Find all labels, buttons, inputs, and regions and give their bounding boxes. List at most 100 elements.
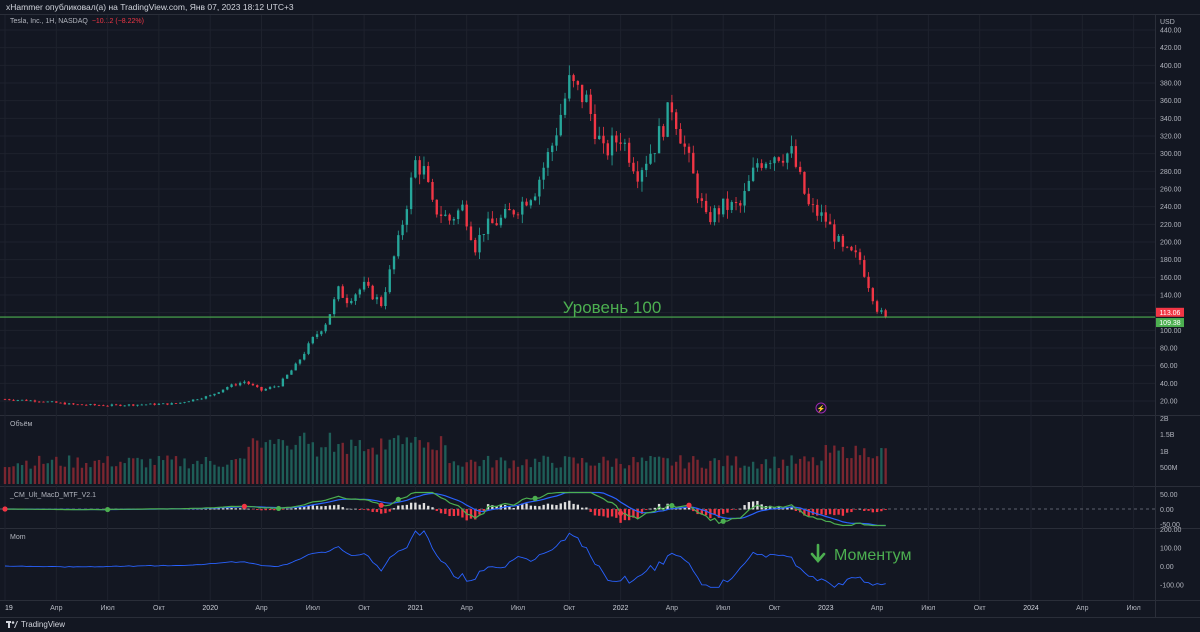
volume-bar [16, 463, 20, 484]
candle-body [392, 256, 396, 270]
volume-tick-label: 1B [1160, 449, 1169, 456]
time-tick-label: Июл [921, 605, 935, 612]
macd-histogram-bar [572, 503, 575, 510]
candle-body [696, 173, 699, 199]
mom-title: Mom [10, 534, 26, 541]
macd-histogram-bar [273, 509, 276, 511]
volume-bar [268, 439, 272, 484]
candle-body [345, 297, 349, 304]
macd-histogram-bar [226, 508, 229, 510]
macd-histogram-bar [328, 505, 332, 510]
candle-body [717, 208, 721, 215]
brand-label: TradingView [21, 620, 66, 629]
macd-histogram-bar [858, 508, 862, 510]
macd-cross-marker [618, 510, 624, 516]
candle-body [546, 152, 550, 168]
candle-body [674, 112, 678, 130]
volume-bar [495, 460, 498, 484]
candle-body [243, 381, 246, 383]
candle-body [422, 166, 426, 175]
volume-bar [884, 448, 887, 484]
macd-histogram-bar [397, 505, 400, 510]
lightning-icon[interactable] [815, 402, 827, 414]
volume-bar [602, 456, 605, 484]
candle-body [238, 382, 242, 386]
macd-histogram-bar [508, 506, 511, 510]
volume-bar [452, 461, 456, 484]
volume-bar [739, 467, 742, 484]
macd-cross-marker [105, 506, 111, 513]
volume-bar [559, 467, 562, 484]
candle-body [260, 386, 263, 391]
volume-bar [132, 458, 135, 484]
volume-bar [469, 459, 473, 484]
candle-body [371, 285, 374, 300]
volume-bar [491, 467, 494, 484]
candle-body [114, 404, 118, 406]
volume-bar [551, 462, 554, 484]
volume-bar [324, 447, 327, 484]
volume-bar [589, 465, 592, 484]
macd-histogram-bar [256, 509, 259, 510]
volume-bar [427, 442, 430, 484]
time-tick-label: Июл [100, 605, 114, 612]
macd-histogram-bar [546, 503, 550, 510]
time-tick-label: 2024 [1023, 605, 1039, 612]
volume-bar [760, 464, 763, 484]
macd-histogram-bar [687, 506, 691, 510]
volume-bar [50, 459, 54, 484]
volume-bar [653, 457, 656, 484]
level-price-label: 109.38 [1159, 320, 1181, 327]
candle-body [375, 297, 379, 300]
candle-body [298, 359, 302, 364]
volume-bar [256, 440, 259, 484]
candle-body [747, 180, 751, 191]
volume-bar [444, 445, 447, 484]
candle-body [734, 202, 738, 204]
candle-body [46, 401, 49, 403]
candle-body [367, 281, 370, 286]
candle-body [328, 314, 332, 325]
candle-body [80, 404, 84, 406]
macd-histogram-bar [606, 509, 609, 518]
volume-bar [76, 457, 79, 484]
price-tick-label: 60.00 [1160, 363, 1178, 370]
candle-body [525, 201, 528, 206]
macd-histogram-bar [615, 509, 618, 518]
candle-body [824, 212, 827, 222]
macd-histogram-bar [431, 507, 434, 510]
price-tick-label: 340.00 [1160, 116, 1182, 123]
candle-body [499, 217, 503, 226]
candle-body [704, 200, 708, 213]
macd-histogram-bar [850, 509, 853, 513]
candle-body [555, 135, 558, 146]
mom-tick-label: 200.00 [1160, 527, 1182, 534]
candle-body [495, 223, 498, 226]
volume-bar [290, 449, 293, 484]
candle-body [311, 336, 314, 344]
volume-bar [303, 432, 306, 484]
macd-histogram-bar [704, 509, 708, 516]
candle-body [63, 402, 67, 405]
volume-bar [461, 466, 464, 484]
macd-histogram-bar [456, 509, 460, 516]
chart-canvas[interactable]: 440.00 420.00 400.00 380.00 360.00 340.00 320.… [0, 0, 1200, 617]
volume-bar [247, 446, 250, 484]
volume-bar [12, 466, 15, 484]
volume-bar [482, 459, 485, 484]
candle-body [598, 135, 601, 140]
volume-bar [93, 460, 96, 484]
volume-bar [230, 459, 233, 484]
macd-histogram-bar [739, 508, 742, 510]
volume-bar [833, 445, 836, 484]
price-tick-label: 100.00 [1160, 328, 1182, 335]
volume-bar [213, 464, 216, 484]
macd-histogram-bar [350, 508, 353, 510]
macd-histogram-bar [529, 505, 533, 510]
macd-cross-marker [669, 503, 675, 509]
macd-histogram-bar [580, 507, 584, 510]
volume-bar [29, 468, 32, 484]
macd-histogram-bar [516, 505, 520, 510]
time-tick-label: Апр [461, 605, 473, 612]
macd-histogram-bar [341, 507, 344, 510]
